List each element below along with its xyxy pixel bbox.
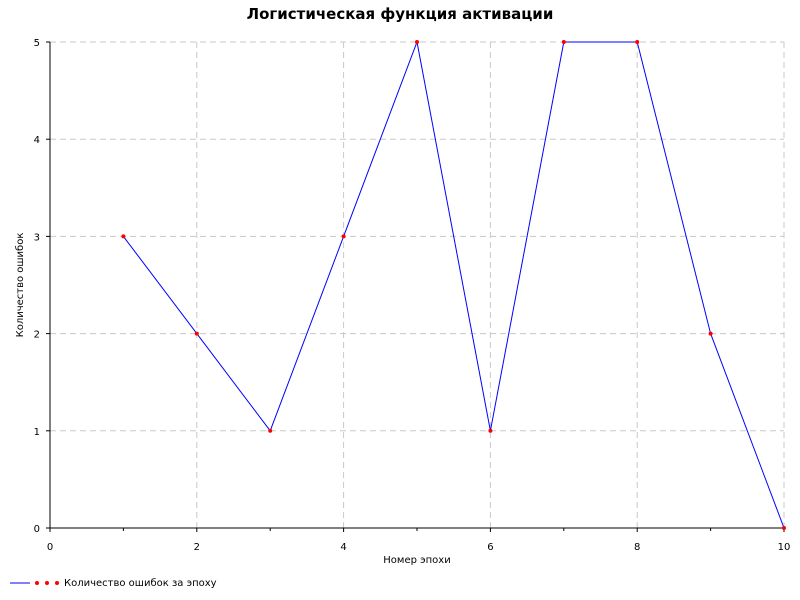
data-point (635, 40, 640, 44)
x-tick-label: 2 (194, 542, 200, 553)
data-point (782, 526, 786, 530)
y-tick-label: 4 (34, 135, 40, 146)
data-point (121, 234, 126, 239)
data-point (341, 234, 346, 239)
data-point (268, 428, 273, 433)
y-tick-label: 0 (34, 524, 40, 535)
x-tick-label: 0 (47, 542, 53, 553)
legend: Количество ошибок за эпоху (10, 575, 217, 591)
data-point (415, 40, 419, 44)
x-tick-label: 6 (487, 542, 493, 553)
x-tick-label: 4 (340, 542, 346, 553)
legend-label: Количество ошибок за эпоху (64, 577, 217, 589)
data-point (708, 331, 713, 336)
y-tick-label: 1 (34, 427, 40, 438)
x-axis-label: Номер эпохи (383, 555, 450, 566)
y-tick-label: 3 (34, 232, 40, 243)
data-point (488, 428, 493, 433)
x-tick-label: 10 (778, 542, 791, 553)
series-line (123, 40, 785, 529)
x-tick-label: 8 (634, 542, 640, 553)
y-tick-label: 2 (34, 330, 40, 341)
data-point (194, 331, 199, 336)
chart-title: Логистическая функция активации (246, 5, 554, 23)
y-tick-label: 5 (34, 38, 40, 49)
data-point (561, 40, 566, 44)
x-ticks: 0 2 4 6 8 10 (47, 528, 791, 553)
y-axis-label: Количество ошибок (15, 233, 26, 338)
y-ticks: 0 1 2 3 4 5 (34, 38, 50, 535)
legend-swatch (10, 581, 59, 585)
series-group (121, 40, 786, 530)
